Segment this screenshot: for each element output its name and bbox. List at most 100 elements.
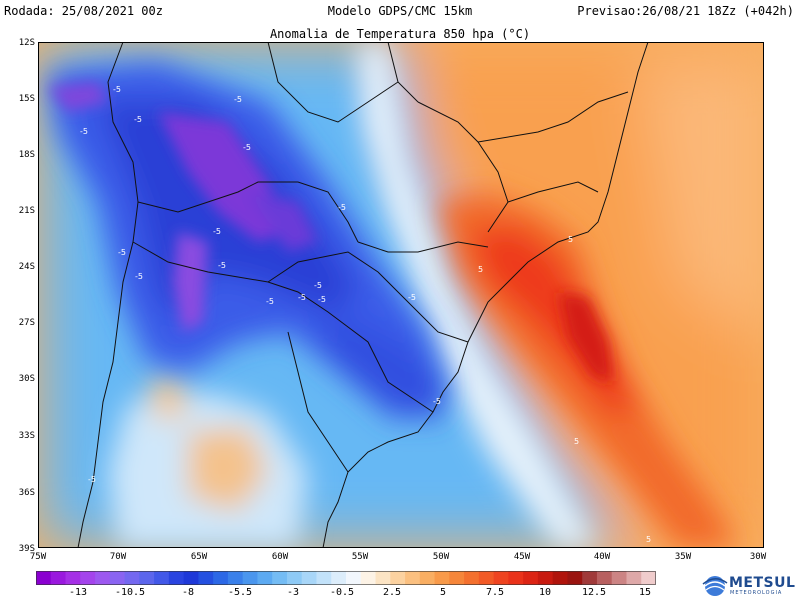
- colorbar-segment: [493, 571, 509, 585]
- colorbar-tick-label: 2.5: [382, 587, 402, 598]
- contour-label: -5: [266, 297, 274, 306]
- colorbar-tick-label: 12.5: [581, 587, 607, 598]
- colorbar: [36, 571, 656, 585]
- lat-label: 24S: [18, 262, 35, 272]
- lon-label: 75W: [29, 552, 47, 562]
- lon-label: 45W: [513, 552, 531, 562]
- logo-name: METSUL: [729, 575, 796, 591]
- colorbar-segment: [596, 571, 613, 585]
- contour-label: -5: [134, 115, 142, 124]
- lat-label: 33S: [18, 431, 35, 441]
- colorbar-tick-label: -13: [68, 587, 88, 598]
- lat-label: 18S: [18, 150, 35, 160]
- colorbar-segment: [464, 571, 480, 585]
- lat-label: 21S: [18, 206, 35, 216]
- forecast-time: Previsao:26/08/21 18Zz (+042h): [577, 4, 794, 18]
- colorbar-segment: [36, 571, 52, 585]
- borders: [77, 42, 649, 548]
- contour-label: 5: [574, 437, 579, 446]
- colorbar-segment: [449, 571, 465, 585]
- colorbar-segment: [626, 571, 642, 585]
- contour-label: 5: [568, 235, 573, 244]
- colorbar-segment: [405, 571, 421, 585]
- contour-label: 5: [646, 535, 651, 544]
- contour-label: -5: [113, 85, 121, 94]
- colorbar-segment: [434, 571, 450, 585]
- colorbar-segment: [257, 571, 273, 585]
- colorbar-segment: [139, 571, 155, 585]
- colorbar-segment: [508, 571, 524, 585]
- map-title: Anomalia de Temperatura 850 hpa (°C): [269, 27, 531, 41]
- anomaly-field: [38, 42, 764, 548]
- contour-label: -5: [318, 295, 326, 304]
- colorbar-segment: [419, 571, 436, 585]
- colorbar-tick-label: -10.5: [114, 587, 146, 598]
- lat-label: 36S: [18, 488, 35, 498]
- colorbar-segment: [154, 571, 170, 585]
- lat-label: 12S: [18, 38, 35, 48]
- colorbar-segment: [567, 571, 583, 585]
- lon-label: 30W: [749, 552, 767, 562]
- colorbar-segment: [331, 571, 347, 585]
- anomaly-map: -5 -5 -5 -5 -5 -5 -5 -5 -5 -5 -5 -5 -5 -…: [38, 42, 764, 548]
- colorbar-segment: [316, 571, 332, 585]
- colorbar-segment: [198, 571, 214, 585]
- colorbar-tick-label: 15: [638, 587, 652, 598]
- contour-label: -5: [338, 203, 346, 212]
- colorbar-segment: [641, 571, 656, 585]
- contour-label: -5: [118, 248, 126, 257]
- lon-label: 55W: [351, 552, 369, 562]
- colorbar-segment: [390, 571, 406, 585]
- colorbar-segment: [95, 571, 111, 585]
- lon-label: 50W: [432, 552, 450, 562]
- colorbar-segment: [124, 571, 140, 585]
- colorbar-tick-label: -3: [286, 587, 300, 598]
- colorbar-segment: [552, 571, 568, 585]
- colorbar-segment: [478, 571, 495, 585]
- colorbar-tick-label: 7.5: [485, 587, 505, 598]
- logo-subtitle: METEOROLOGIA: [730, 590, 783, 596]
- contour-label: -5: [408, 293, 416, 302]
- colorbar-segment: [65, 571, 81, 585]
- colorbar-segment: [582, 571, 598, 585]
- lon-label: 70W: [109, 552, 127, 562]
- contour-label: -5: [433, 397, 441, 406]
- contour-label: -5: [88, 475, 96, 484]
- colorbar-tick-label: -0.5: [329, 587, 355, 598]
- colorbar-tick-label: 10: [538, 587, 552, 598]
- contour-label: -5: [234, 95, 242, 104]
- contour-label: -5: [213, 227, 221, 236]
- contour-labels: -5 -5 -5 -5 -5 -5 -5 -5 -5 -5 -5 -5 -5 -…: [80, 85, 651, 544]
- globe-icon: [702, 576, 728, 596]
- colorbar-tick-label: -8: [181, 587, 195, 598]
- colorbar-segment: [183, 571, 199, 585]
- colorbar-segment: [611, 571, 627, 585]
- colorbar-segment: [301, 571, 317, 585]
- lon-label: 40W: [593, 552, 611, 562]
- run-date: Rodada: 25/08/2021 00z: [4, 4, 163, 18]
- lat-label: 30S: [18, 374, 35, 384]
- metsul-logo: METSUL METEOROLOGIA: [702, 574, 796, 598]
- model-name: Modelo GDPS/CMC 15km: [327, 4, 473, 18]
- colorbar-segment: [375, 571, 391, 585]
- lon-label: 65W: [190, 552, 208, 562]
- lon-label: 60W: [271, 552, 289, 562]
- colorbar-tick-label: -5.5: [227, 587, 253, 598]
- contour-label: -5: [218, 261, 226, 270]
- contour-label: 5: [478, 265, 483, 274]
- lat-label: 27S: [18, 318, 35, 328]
- contour-label: -5: [314, 281, 322, 290]
- colorbar-segment: [242, 571, 258, 585]
- contour-label: -5: [298, 293, 306, 302]
- colorbar-segment: [50, 571, 67, 585]
- colorbar-segment: [346, 571, 362, 585]
- colorbar-segment: [168, 571, 185, 585]
- lat-label: 39S: [18, 544, 35, 554]
- colorbar-segment: [272, 571, 288, 585]
- colorbar-segment: [360, 571, 377, 585]
- lat-label: 15S: [18, 94, 35, 104]
- contour-label: -5: [243, 143, 251, 152]
- contour-label: -5: [135, 272, 143, 281]
- colorbar-segment: [286, 571, 303, 585]
- colorbar-segment: [227, 571, 244, 585]
